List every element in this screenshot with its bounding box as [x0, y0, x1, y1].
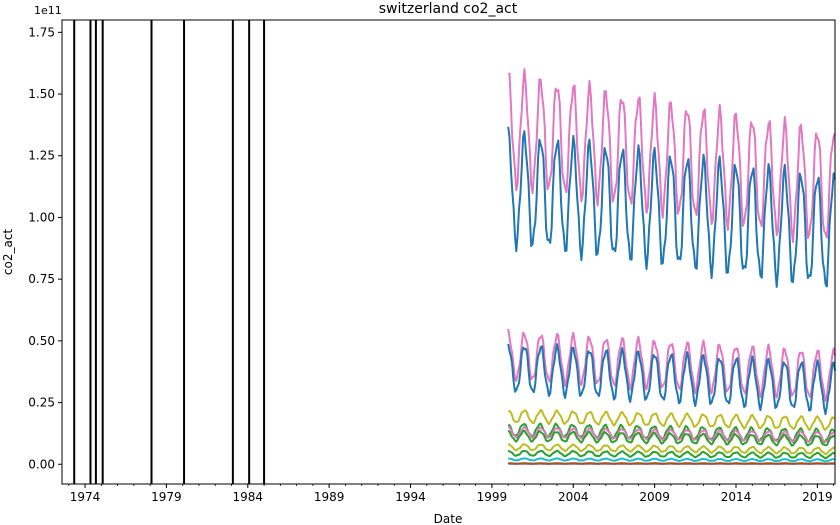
x-tick-label-1: 1979	[151, 490, 182, 504]
series-line-8	[507, 442, 836, 455]
y-tick-label-4: 1.00	[28, 210, 55, 224]
series-line-7	[507, 429, 836, 447]
x-tick-label-0: 1974	[70, 490, 101, 504]
series-line-6	[508, 425, 836, 444]
y-tick-label-6: 1.50	[28, 87, 55, 101]
plot-frame	[61, 19, 836, 485]
x-ticks: 1974 1979 1984 1989 1994 1999 2004 2009 2014 2019	[68, 484, 835, 504]
x-tick-label-6: 2004	[558, 490, 589, 504]
x-tick-label-4: 1994	[395, 490, 426, 504]
y-tick-label-1: 0.25	[28, 396, 55, 410]
series-line-1	[507, 126, 836, 288]
series-line-10	[508, 457, 836, 463]
series-line-2	[507, 328, 836, 402]
y-ticks: 0.00 0.25 0.50 0.75 1.00 1.25 1.50 1.75	[28, 25, 62, 471]
x-axis-label: Date	[434, 512, 463, 525]
y-offset-label: 1e11	[34, 4, 62, 17]
y-tick-label-2: 0.50	[28, 334, 55, 348]
x-tick-label-5: 1999	[477, 490, 508, 504]
x-tick-label-2: 1984	[233, 490, 264, 504]
x-tick-label-9: 2019	[802, 490, 833, 504]
series-line-9	[507, 449, 836, 460]
y-axis-label: co2_act	[1, 229, 15, 276]
series-line-0	[507, 68, 836, 244]
chart-title: switzerland co2_act	[379, 1, 518, 17]
y-tick-label-0: 0.00	[28, 457, 55, 471]
x-tick-label-8: 2014	[721, 490, 752, 504]
plot-series	[507, 68, 836, 465]
x-tick-label-3: 1989	[314, 490, 345, 504]
vertical-lines	[73, 20, 266, 484]
series-line-3	[507, 343, 836, 416]
x-tick-label-7: 2009	[639, 490, 670, 504]
y-tick-label-5: 1.25	[28, 149, 55, 163]
series-line-4	[507, 409, 836, 431]
y-tick-label-7: 1.75	[28, 25, 55, 39]
y-tick-label-3: 0.75	[28, 272, 55, 286]
